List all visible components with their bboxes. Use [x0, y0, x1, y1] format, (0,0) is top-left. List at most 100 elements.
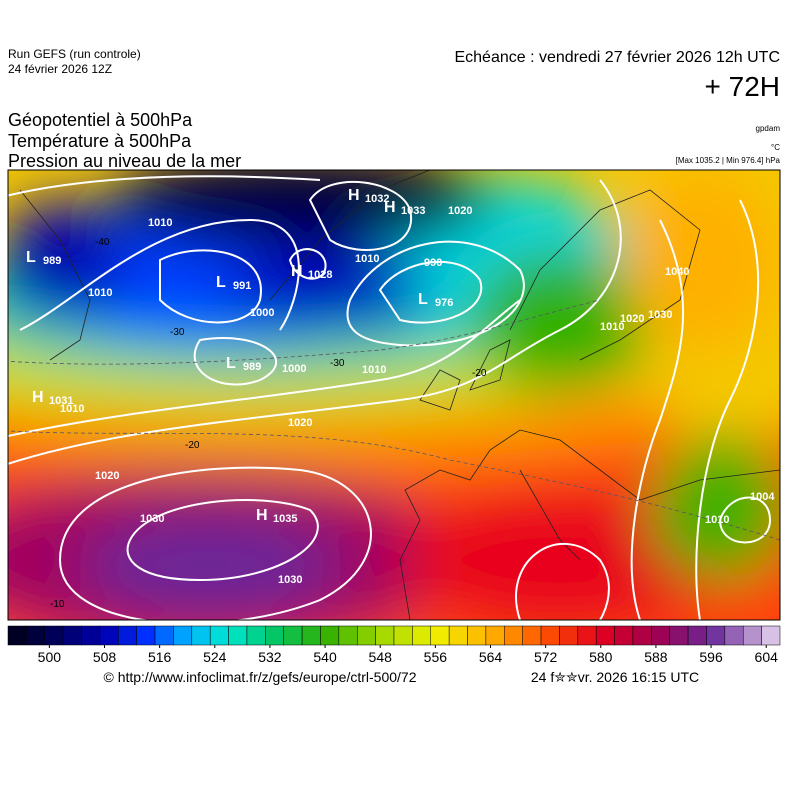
isobars	[8, 175, 772, 620]
isobar-label: 1010	[705, 514, 729, 526]
colorbar-swatch	[320, 625, 340, 646]
system-kind: L	[226, 355, 236, 372]
isotherm-label: -10	[50, 599, 65, 610]
isobar-label: 1030	[140, 513, 164, 525]
colorbar-tick-label: 532	[258, 649, 282, 665]
isotherm-label: -30	[170, 327, 185, 338]
isotherm-label: -40	[95, 237, 110, 248]
colorbar-swatch	[62, 625, 82, 646]
colorbar-swatch	[338, 625, 358, 646]
colorbar-swatch	[485, 625, 505, 646]
isobar-label: 1010	[600, 321, 624, 333]
colorbar-swatch	[448, 625, 468, 646]
colorbar-swatch	[430, 625, 450, 646]
system-pressure: 1031	[49, 395, 73, 407]
colorbar-tick-label: 588	[644, 649, 668, 665]
colorbar-swatch	[99, 625, 119, 646]
system-pressure: 991	[233, 280, 251, 292]
field-label: Géopotentiel à 500hPa	[8, 110, 193, 130]
isotherm-label: -30	[330, 358, 345, 369]
colorbar-swatch	[118, 625, 137, 646]
colorbar-swatch	[522, 625, 542, 646]
colorbar-swatch	[356, 625, 376, 646]
colorbar-swatch	[7, 625, 27, 646]
colorbar-swatch	[761, 625, 781, 646]
system-pressure: 989	[43, 255, 61, 267]
colorbar-swatch	[706, 625, 726, 646]
colorbar-swatch	[44, 625, 64, 646]
colorbar-swatch	[687, 625, 707, 646]
isotherms	[8, 299, 780, 541]
system-pressure: 1035	[273, 513, 297, 525]
system-pressure: 1028	[308, 269, 332, 281]
isobar-label: 1030	[278, 574, 302, 586]
colorbar-swatch	[412, 625, 432, 646]
isotherm-label: -20	[185, 440, 200, 451]
colorbar-swatch	[577, 625, 597, 646]
isobar-label: 1020	[95, 470, 119, 482]
run-date: 24 février 2026 12Z	[8, 62, 112, 76]
isobar-label: 1010	[355, 253, 379, 265]
system-kind: L	[418, 291, 428, 308]
colorbar-tick-label: 564	[479, 649, 503, 665]
colorbar-swatch	[209, 625, 229, 646]
colorbar-swatch	[301, 625, 321, 646]
isobar-label: 1010	[60, 403, 84, 415]
colorbar-tick-label: 500	[38, 649, 62, 665]
colorbar-swatch	[173, 625, 193, 646]
range-note: [Max 1035.2 | Min 976.4] hPa	[676, 156, 781, 165]
source: © http://www.infoclimat.fr/z/gefs/europe…	[103, 669, 416, 685]
colorbar-swatch	[595, 625, 615, 646]
system-kind: H	[291, 263, 303, 280]
colorbar-swatch	[504, 625, 523, 646]
colorbar-tick-label: 604	[755, 649, 779, 665]
isobar-label: 1030	[648, 309, 672, 321]
colorbar-swatch	[669, 625, 689, 646]
colorbar-swatch	[742, 625, 762, 646]
system-pressure: 976	[435, 297, 453, 309]
unit: gpdam	[756, 124, 781, 133]
colorbar-swatch	[191, 625, 211, 646]
isobar-label: 1010	[148, 217, 172, 229]
colorbar-swatch	[81, 625, 101, 646]
run-label: Run GEFS (run controle)	[8, 47, 141, 61]
map-frame	[7, 169, 781, 621]
unit: °C	[771, 143, 780, 152]
isobar-label: 1010	[362, 364, 386, 376]
generated-time: 24 f✮✮vr. 2026 16:15 UTC	[531, 669, 699, 685]
colorbar-swatch	[136, 625, 156, 646]
colorbar-swatch	[246, 625, 266, 646]
system-kind: H	[384, 199, 396, 216]
lead-time: + 72H	[705, 71, 781, 102]
system-kind: L	[26, 249, 36, 266]
system-pressure: 1032	[365, 193, 389, 205]
colorbar: 500 508 516 524 532 540 548 556 564 572 580 588 596 6…	[7, 625, 781, 665]
colorbar-swatch	[559, 625, 579, 646]
isobar-label: 1040	[665, 266, 689, 278]
isotherm-label: -20	[472, 368, 487, 379]
isobar-label: 1000	[282, 363, 306, 375]
isobar-label: 1020	[288, 417, 312, 429]
isobar-label: 990	[424, 257, 442, 269]
isobar-label: 1010	[88, 287, 112, 299]
isobar-label: 1004	[750, 491, 775, 503]
colorbar-tick-label: 548	[369, 649, 393, 665]
field-label: Température à 500hPa	[8, 131, 192, 151]
valid-time: Echéance : vendredi 27 février 2026 12h …	[454, 49, 780, 66]
colorbar-swatch	[265, 625, 284, 646]
colorbar-tick-label: 596	[699, 649, 723, 665]
isobar-label: 1020	[448, 205, 472, 217]
colorbar-swatch	[614, 625, 634, 646]
system-kind: L	[216, 274, 226, 291]
isobar-label: 1020	[620, 313, 644, 325]
colorbar-tick-label: 572	[534, 649, 558, 665]
coastlines	[19, 170, 780, 620]
colorbar-tick-label: 524	[203, 649, 227, 665]
colorbar-swatch	[540, 625, 560, 646]
system-pressure: 1033	[401, 205, 425, 217]
colorbar-swatch	[283, 625, 303, 646]
system-kind: H	[256, 507, 268, 524]
